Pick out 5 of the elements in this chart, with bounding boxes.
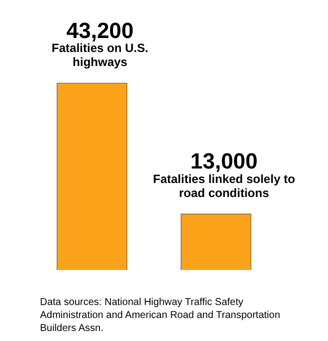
- text: Data sources: National Highway Traffic Safety Administration and American Road and Transportation Builders Assn.: [39, 296, 282, 335]
- x-tick-label: Fatalities linked solely to road conditions: [152, 172, 296, 200]
- x-tick-label: Fatalities on U.S. highways: [52, 41, 148, 70]
- data-label: 13,000: [190, 148, 258, 174]
- data-label: 43,200: [66, 18, 134, 43]
